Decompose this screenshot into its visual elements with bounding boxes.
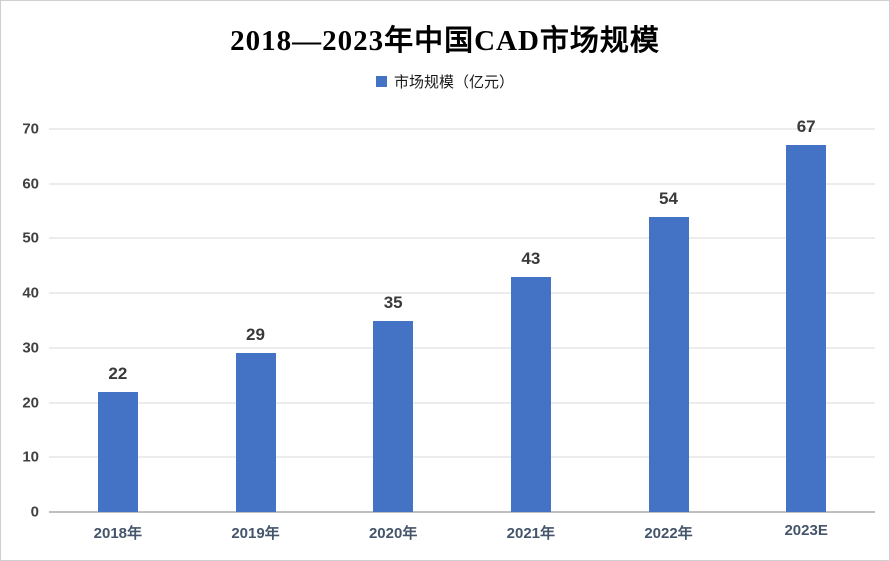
legend-square-icon [375, 76, 387, 87]
y-tick-label-10: 10 [22, 448, 39, 466]
y-tick-label-60: 60 [22, 175, 39, 193]
plot-area: 0 10 20 30 40 50 60 70 22 2018年 29 2019年 35 2020年 43 20… [22, 118, 875, 542]
data-label-2019年: 29 [246, 325, 265, 345]
legend-label: 市场规模（亿元） [393, 74, 514, 91]
gridline-10 [49, 456, 875, 458]
x-tick-label-2020年: 2020年 [368, 525, 418, 542]
y-tick-label-30: 30 [22, 339, 39, 357]
bar-2022年 [648, 216, 689, 512]
bar-2023E [786, 145, 827, 512]
gridline-70 [49, 128, 875, 130]
data-label-2018年: 22 [108, 363, 128, 383]
data-label-2020年: 35 [383, 292, 403, 312]
gridline-20 [49, 402, 875, 404]
x-tick-label-2018年: 2018年 [93, 525, 143, 542]
y-tick-label-20: 20 [22, 394, 39, 412]
gridline-40 [49, 292, 875, 294]
y-tick-label-40: 40 [22, 284, 39, 302]
x-tick-label-2021年: 2021年 [506, 525, 556, 542]
chart-title: 2018—2023年中国CAD市场规模 [230, 25, 660, 57]
bar-2018年 [97, 391, 138, 512]
data-label-2022年: 54 [659, 188, 678, 208]
bar-2021年 [510, 276, 551, 512]
x-tick-label-2022年: 2022年 [644, 525, 693, 542]
x-tick-label-2019年: 2019年 [231, 525, 280, 542]
legend: 市场规模（亿元） [1, 71, 889, 92]
y-tick-label-70: 70 [22, 120, 39, 138]
x-axis-line [49, 511, 875, 513]
y-tick-label-50: 50 [22, 229, 39, 247]
bar-2020年 [373, 320, 414, 512]
data-label-2021年: 43 [521, 248, 541, 268]
bar-2019年 [235, 353, 276, 512]
data-label-2023E: 67 [796, 117, 816, 137]
gridline-60 [49, 183, 875, 185]
gridline-30 [49, 347, 875, 349]
x-tick-label-2023E: 2023E [784, 522, 828, 539]
gridline-50 [49, 237, 875, 239]
y-tick-label-0: 0 [30, 503, 39, 521]
